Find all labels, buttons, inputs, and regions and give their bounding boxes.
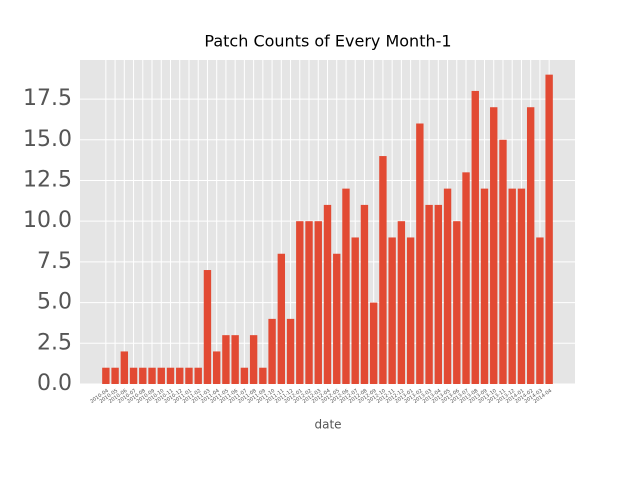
bar — [360, 204, 369, 384]
chart-title: Patch Counts of Every Month-1 — [204, 32, 451, 51]
bar — [462, 172, 470, 384]
bar — [231, 335, 239, 384]
bar — [222, 335, 230, 384]
bar — [434, 204, 443, 384]
bar — [102, 367, 110, 384]
y-tick-label: 10.0 — [23, 208, 72, 233]
bar — [166, 367, 175, 384]
bar — [249, 335, 258, 384]
bar — [333, 253, 341, 384]
bar — [314, 221, 322, 384]
bar — [212, 351, 221, 384]
bar — [545, 74, 553, 385]
bar — [111, 367, 119, 384]
bar — [240, 367, 249, 384]
bar — [425, 204, 433, 384]
bar — [296, 221, 304, 384]
bar — [536, 237, 544, 384]
bar — [526, 107, 535, 385]
bar — [277, 253, 286, 384]
bar — [305, 221, 313, 384]
bar — [443, 188, 452, 384]
bar — [286, 318, 295, 384]
bar — [499, 139, 507, 384]
bar — [379, 156, 387, 384]
bar — [406, 237, 415, 384]
bar — [480, 188, 489, 384]
bar — [323, 204, 332, 384]
y-tick-label: 0.0 — [37, 371, 72, 396]
bar — [185, 367, 193, 384]
bar — [453, 221, 461, 384]
y-tick-label: 15.0 — [23, 127, 72, 152]
bar — [148, 367, 156, 384]
bar — [120, 351, 129, 384]
bar — [490, 107, 498, 385]
bar — [517, 188, 526, 384]
bar — [268, 318, 276, 384]
bar — [388, 237, 396, 384]
bar — [351, 237, 359, 384]
y-tick-label: 17.5 — [23, 86, 72, 111]
bar — [176, 367, 184, 384]
bar — [508, 188, 516, 384]
bar — [342, 188, 350, 384]
bar — [471, 90, 479, 385]
y-tick-label: 2.5 — [37, 330, 72, 355]
bar — [194, 367, 202, 384]
bar — [129, 367, 138, 384]
bar — [157, 367, 165, 384]
bar — [369, 302, 378, 384]
bar — [259, 367, 267, 384]
bar — [397, 221, 406, 384]
bar — [416, 123, 424, 384]
bar — [139, 367, 147, 384]
y-tick-label: 7.5 — [37, 249, 72, 274]
y-tick-label: 5.0 — [37, 290, 72, 315]
bar — [203, 270, 212, 384]
x-axis-label: date — [314, 418, 341, 432]
y-tick-label: 12.5 — [23, 167, 72, 192]
